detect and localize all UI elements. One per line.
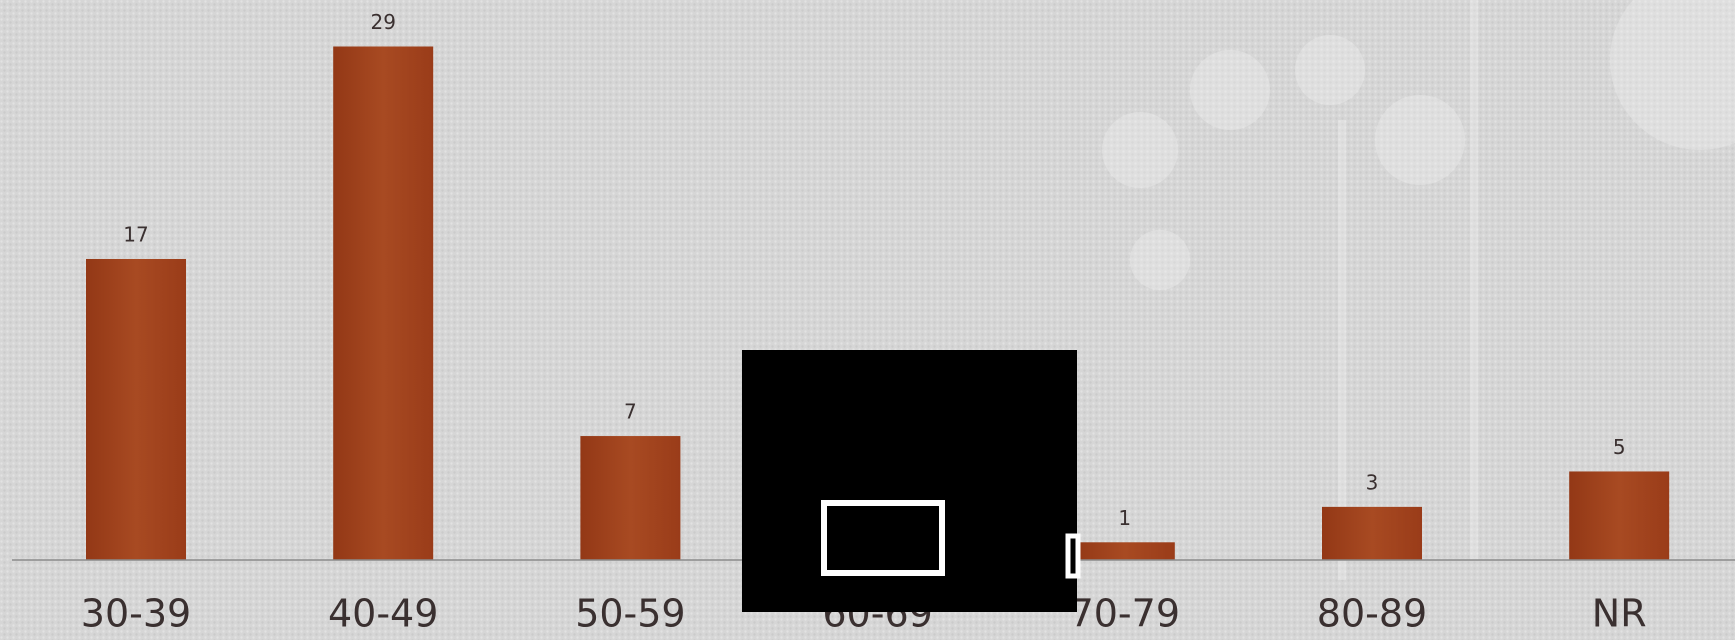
value-label: 17 [123, 222, 148, 246]
x-tick-label: 30-39 [81, 592, 191, 636]
bar [1569, 471, 1670, 560]
value-label: 29 [370, 10, 395, 34]
value-label: 3 [1366, 470, 1379, 494]
bar [333, 46, 434, 560]
labels: 1730-392940-49750-59360-69170-79380-895N… [81, 10, 1647, 636]
x-tick-label: 50-59 [575, 592, 685, 636]
x-tick-label: 70-79 [1070, 592, 1180, 636]
x-tick-label: 40-49 [328, 592, 438, 636]
bar [580, 436, 681, 560]
value-label: 5 [1613, 435, 1626, 459]
highlight-box [1065, 533, 1081, 579]
decoration [1102, 0, 1735, 580]
bar [1322, 506, 1422, 560]
x-tick-label: NR [1592, 592, 1647, 636]
x-tick-label: 80-89 [1317, 592, 1427, 636]
value-label: 1 [1118, 506, 1131, 530]
highlight-box [821, 500, 945, 576]
value-label: 7 [624, 400, 637, 424]
bar [86, 258, 186, 560]
redaction-box [742, 350, 1077, 612]
bar [1074, 542, 1175, 560]
